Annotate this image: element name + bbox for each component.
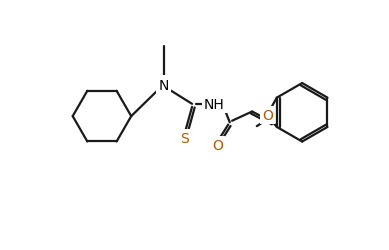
Text: N: N <box>158 78 169 92</box>
Text: O: O <box>262 108 273 122</box>
Text: O: O <box>212 139 223 153</box>
Text: S: S <box>180 132 189 146</box>
Text: NH: NH <box>204 98 225 111</box>
